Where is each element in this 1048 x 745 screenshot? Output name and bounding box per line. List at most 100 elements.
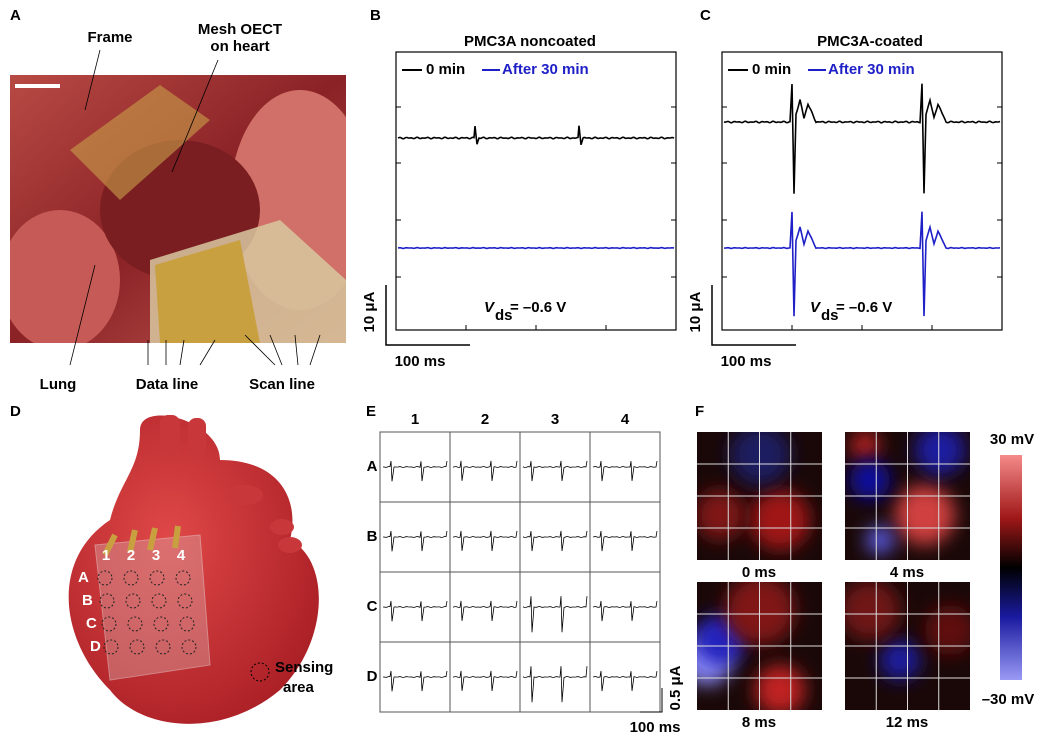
sensing-area: [177, 593, 193, 609]
column-label: 1: [411, 411, 419, 428]
row-label: B: [82, 592, 93, 609]
vds-label: ds: [821, 307, 839, 324]
scale-label: 10 μA: [361, 291, 378, 332]
vds-label: V: [810, 299, 822, 316]
label: Mesh OECT: [198, 21, 282, 38]
vds-label: V: [484, 299, 496, 316]
blob: [925, 605, 970, 655]
plot-title: PMC3A-coated: [817, 33, 923, 50]
plot-frame: [395, 51, 677, 331]
traces: [379, 51, 1003, 713]
map-label: 8 ms: [742, 714, 776, 731]
trace: [397, 246, 675, 250]
sensing-area: [153, 616, 169, 632]
blob: [915, 432, 965, 475]
row-label: D: [367, 668, 378, 685]
scale-label: 100 ms: [721, 353, 772, 370]
blob: [850, 460, 890, 500]
trace: [592, 600, 658, 622]
trace: [592, 670, 658, 692]
sensing-area: [155, 639, 171, 655]
legend-label: area: [283, 679, 315, 696]
blob: [755, 665, 805, 710]
sensing-area: [175, 570, 191, 586]
row-label: B: [367, 528, 378, 545]
trace: [383, 460, 448, 482]
panel-label: C: [700, 7, 711, 24]
blob: [880, 640, 920, 680]
heatmap-body: [697, 582, 822, 710]
scale-label: 100 ms: [630, 719, 681, 736]
label: Frame: [87, 29, 132, 46]
trace: [723, 211, 1001, 317]
trace: [383, 670, 448, 692]
scale-bar: [385, 285, 470, 346]
sensing-area: [101, 616, 117, 632]
column-label: 3: [152, 547, 160, 564]
scale-label: 100 ms: [395, 353, 446, 370]
vds-label: ds: [495, 307, 513, 324]
plot-frame: [721, 51, 1003, 331]
colorbar-label: –30 mV: [982, 691, 1035, 708]
trace: [397, 125, 675, 146]
map-label: 4 ms: [890, 564, 924, 581]
column-label: 1: [102, 547, 110, 564]
sensing-area: [129, 639, 145, 655]
row-label: A: [367, 458, 378, 475]
label: Lung: [40, 376, 77, 393]
column-label: 3: [551, 411, 559, 428]
blob: [866, 526, 894, 554]
vds-label: = –0.6 V: [836, 299, 892, 316]
heatmap: [845, 582, 970, 710]
trace: [452, 460, 518, 482]
sensing-area: [99, 593, 115, 609]
scale-label: 0.5 μA: [667, 665, 684, 710]
annotations: [69, 49, 321, 366]
sensing-area: [123, 570, 139, 586]
row-label: C: [367, 598, 378, 615]
column-label: 2: [127, 547, 135, 564]
trace: [723, 83, 1001, 194]
row-label: D: [90, 638, 101, 655]
trace: [452, 530, 518, 552]
heart: [68, 415, 319, 724]
trace: [592, 460, 658, 482]
column-label: 4: [177, 547, 186, 564]
heatmaps: [697, 432, 970, 710]
legend-label: After 30 min: [502, 61, 589, 78]
trace: [452, 600, 518, 622]
plot-title: PMC3A noncoated: [464, 33, 596, 50]
vds-label: = –0.6 V: [510, 299, 566, 316]
trace: [522, 666, 588, 703]
trace: [592, 530, 658, 552]
sensing-area: [151, 593, 167, 609]
blob: [895, 485, 955, 545]
trace: [383, 530, 448, 552]
blob: [850, 432, 880, 460]
legend-label: Sensing: [275, 659, 333, 676]
sensing-area: [97, 570, 113, 586]
panel-label: A: [10, 7, 21, 24]
blob: [845, 582, 900, 640]
sensing-area: [125, 593, 141, 609]
panel-label: B: [370, 7, 381, 24]
row-label: A: [78, 569, 89, 586]
heatmap: [697, 432, 822, 560]
scale-bar: [711, 285, 796, 346]
legend-label: After 30 min: [828, 61, 915, 78]
label: Data line: [136, 376, 199, 393]
blob: [697, 490, 745, 540]
trace: [522, 530, 588, 552]
photo: [10, 75, 346, 343]
heatmap: [845, 432, 970, 560]
colorbar-label: 30 mV: [990, 431, 1034, 448]
sensing-area: [127, 616, 143, 632]
column-label: 4: [621, 411, 630, 428]
map-label: 0 ms: [742, 564, 776, 581]
scale-label: 10 μA: [687, 291, 704, 332]
sensing-area: [181, 639, 197, 655]
sensing-area: [103, 639, 119, 655]
trace: [383, 600, 448, 622]
trace: [522, 460, 588, 482]
